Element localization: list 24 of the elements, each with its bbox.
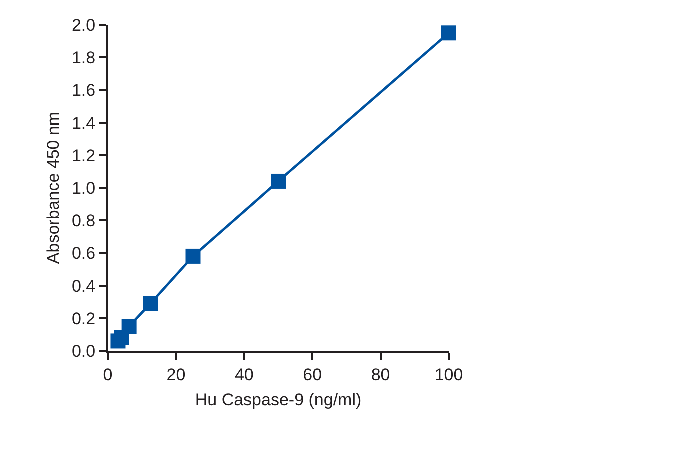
y-tick-label: 1.4 xyxy=(72,114,96,133)
y-tick-label: 0.4 xyxy=(72,276,96,296)
y-tick-label: 1.2 xyxy=(72,146,96,166)
y-axis-title: Absorbance 450 nm xyxy=(44,112,64,264)
y-tick-label: 1.0 xyxy=(72,178,96,198)
x-tick-label: 60 xyxy=(303,365,322,384)
point xyxy=(271,174,286,189)
y-tick-label: 0.0 xyxy=(72,342,96,361)
x-tick-label: 100 xyxy=(434,365,464,384)
x-tick-label: 20 xyxy=(166,365,186,384)
point xyxy=(442,26,456,41)
y-tick-label: 0.8 xyxy=(72,212,96,231)
y-tick-label: 1.6 xyxy=(72,81,96,100)
y-tick-label: 0.2 xyxy=(72,309,96,328)
x-tick-label: 0 xyxy=(103,365,113,384)
point xyxy=(186,248,201,264)
point xyxy=(143,296,158,312)
y-tick-label: 1.8 xyxy=(72,48,96,68)
x-tick-label: 40 xyxy=(234,365,254,384)
y-tick-label: 2.0 xyxy=(72,16,96,35)
x-axis-title: Hu Caspase-9 (ng/ml) xyxy=(195,390,362,410)
x-tick-label: 80 xyxy=(371,365,390,384)
y-tick-label: 0.6 xyxy=(72,244,96,264)
point xyxy=(122,319,137,334)
